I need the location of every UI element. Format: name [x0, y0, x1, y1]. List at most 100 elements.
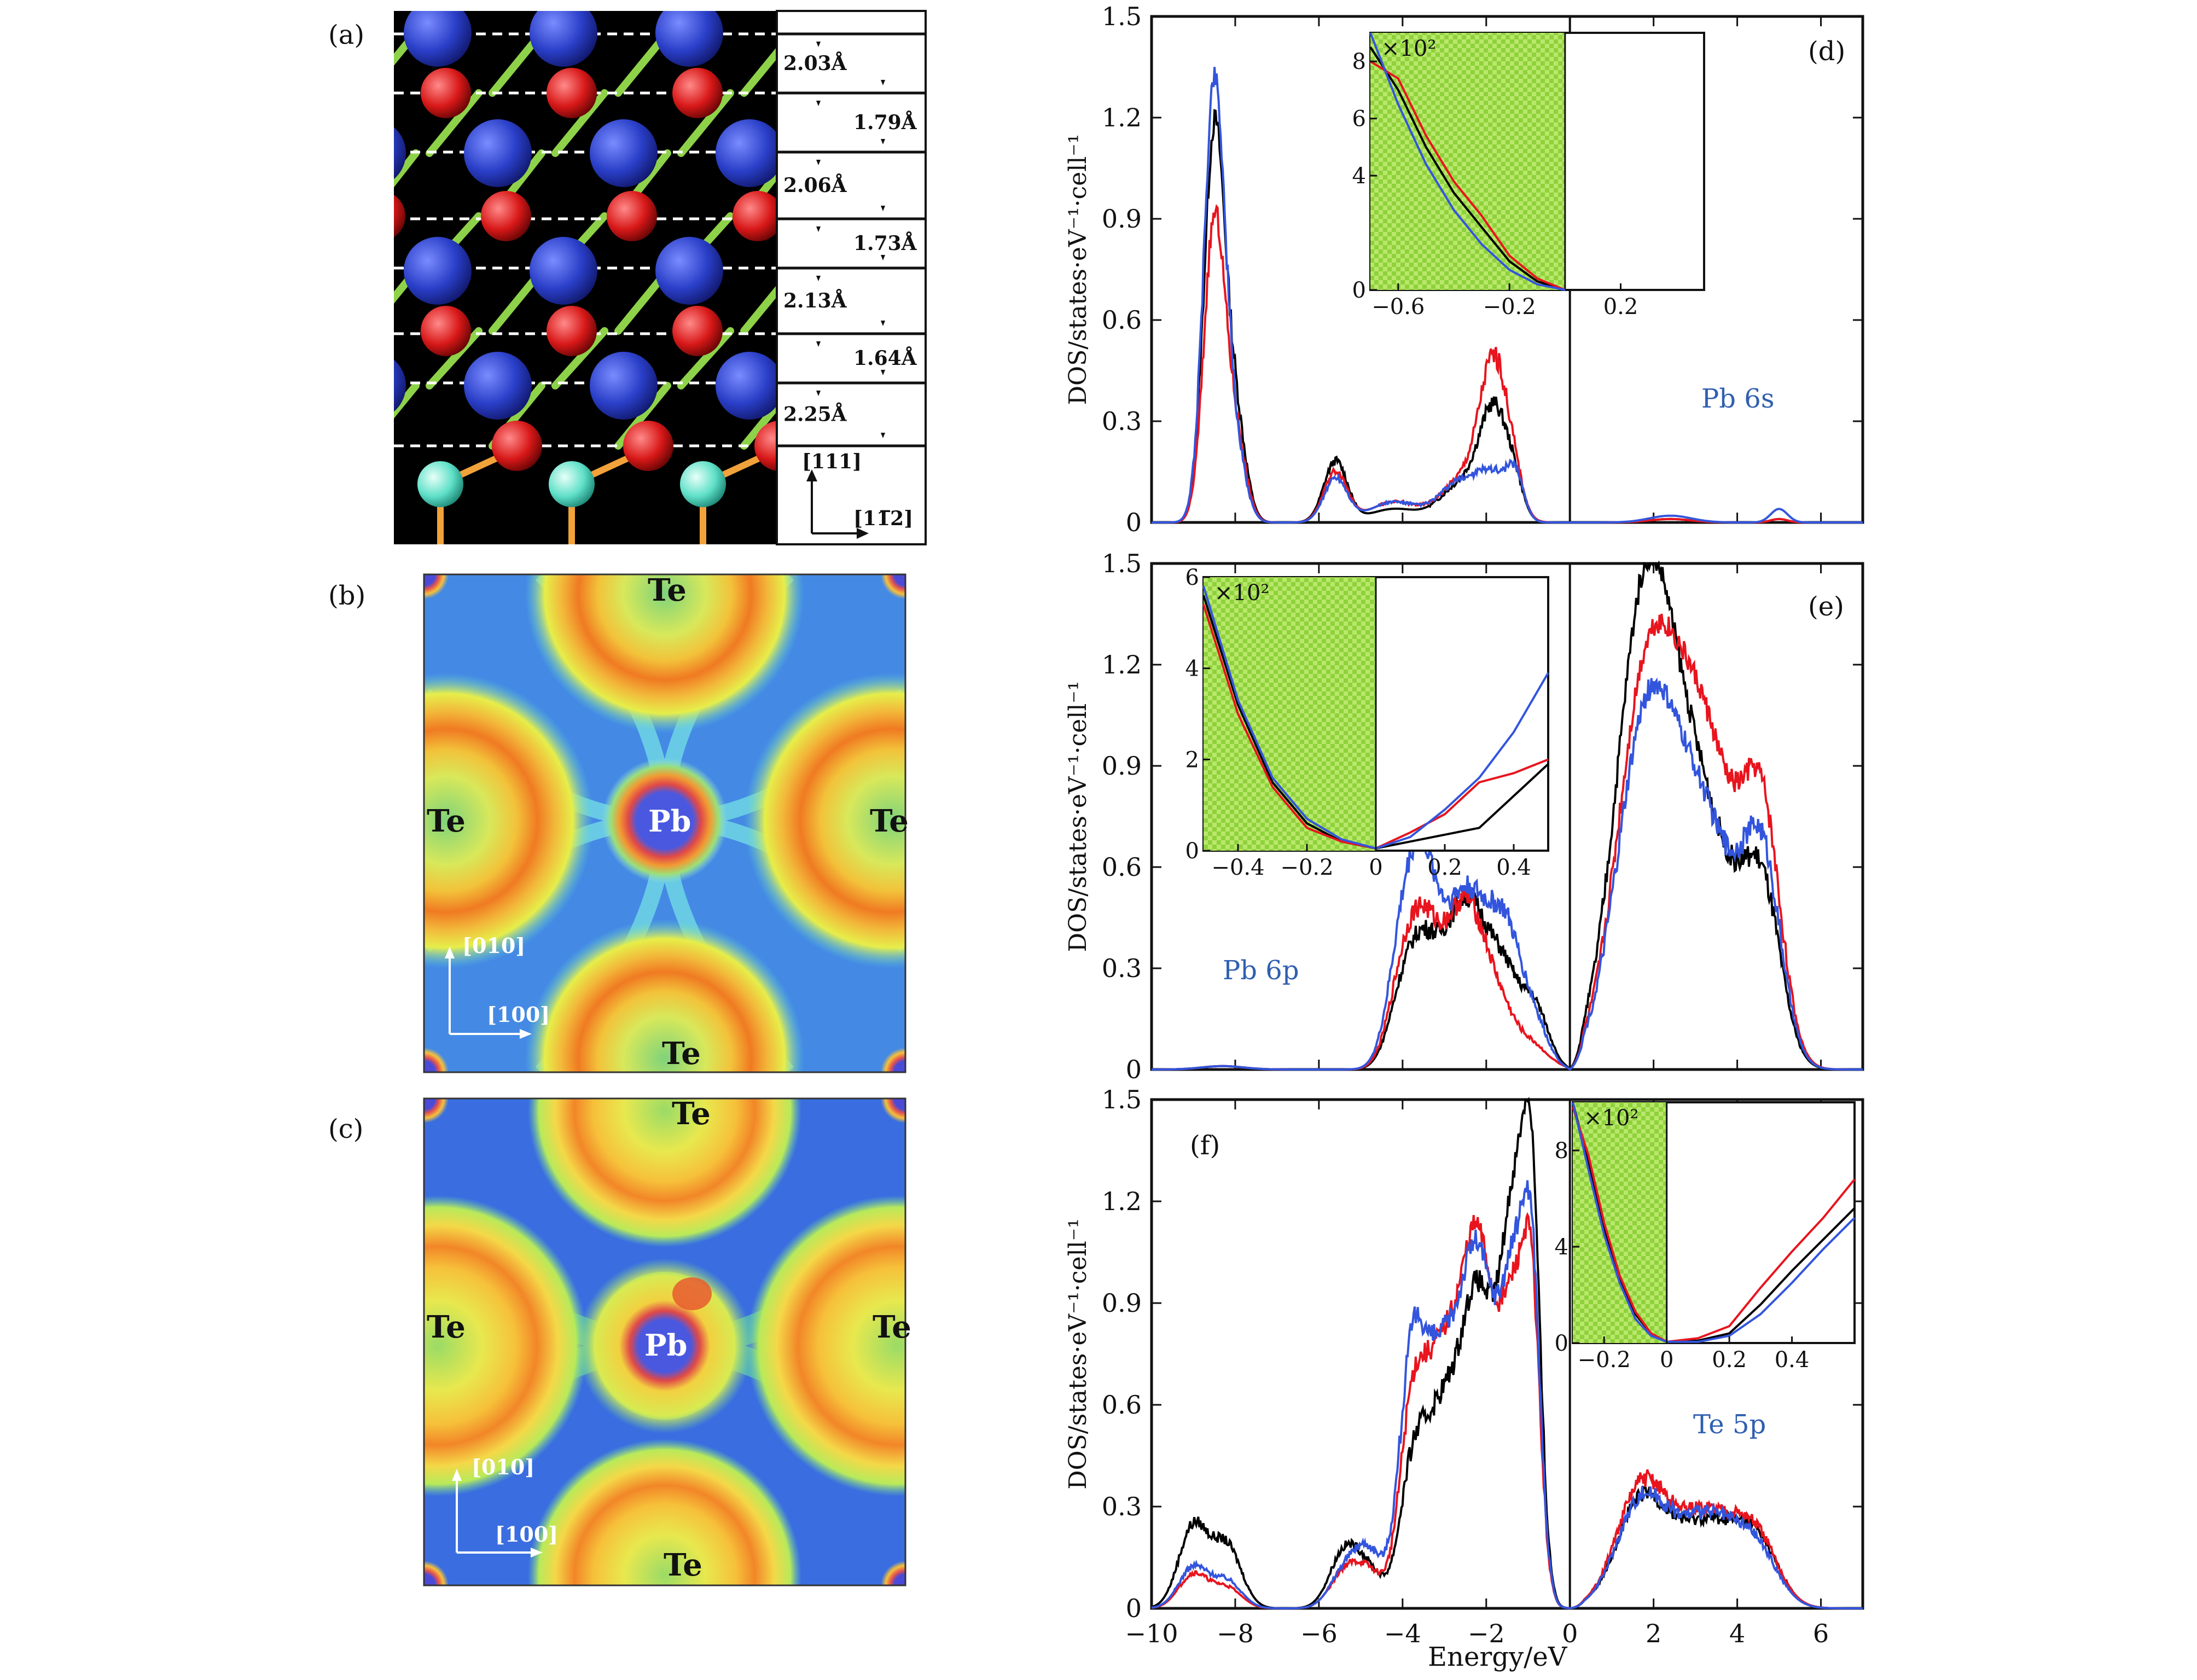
inset-x-tick-label: 0 [1369, 855, 1382, 880]
map-c-te-left: Te [427, 1309, 466, 1345]
pb-atom [623, 421, 673, 471]
pb-atom [481, 191, 531, 241]
inset-y-tick-label: 0 [1185, 839, 1199, 864]
direction-axes-a: [111] [11̅2] [802, 450, 913, 539]
x-axis-title: Energy/eV [1428, 1642, 1568, 1672]
bond [426, 89, 483, 157]
bond [241, 386, 290, 446]
inset-series-line [1369, 32, 1566, 291]
spacing-label: 2.06Å [783, 174, 847, 197]
inset-x-tick-label: 0 [1660, 1347, 1673, 1373]
spacing-arrow [881, 139, 885, 144]
inset-series-line [1369, 46, 1566, 291]
inset-series-line [1369, 60, 1566, 291]
inset-x-tick-label: 0.4 [1496, 855, 1531, 880]
x-tick-label: −6 [1300, 1619, 1338, 1648]
bond [394, 382, 420, 418]
te-atom [404, 237, 472, 305]
charge-density-map-b [424, 574, 905, 1072]
inset-multiplier: ×10² [1214, 580, 1269, 606]
pb-atom [492, 421, 542, 471]
panel-label-b: (b) [328, 580, 365, 611]
y-tick-label: 0.9 [1102, 751, 1142, 781]
spacing-table [776, 10, 927, 545]
spacing-rows: 2.03Å 1.79Å 2.06Å 1.73Å 2.13Å 1.64Å 2.25Å [777, 32, 926, 447]
direction-100-label-b: [100] [487, 1002, 550, 1027]
spacing-arrow [816, 276, 821, 281]
inset-x-tick-label: 0.2 [1427, 855, 1462, 880]
substrate-atom [680, 461, 726, 507]
map-c-te-top: Te [672, 1096, 711, 1132]
orbital-label: Pb 6s [1701, 383, 1774, 414]
inset-y-tick-label: 2 [1185, 747, 1199, 772]
y-axis-title: DOS/states·eV⁻¹·cell⁻¹ [1064, 134, 1092, 405]
dos-series-line [1152, 677, 1863, 1071]
direction-axes-c: [010] [100] [452, 1455, 558, 1557]
inset-y-tick-label: 8 [1352, 49, 1366, 74]
pb-atom [754, 421, 777, 471]
panel-c: (c) Te Te Te Te Pb [328, 1096, 911, 1586]
te-atom [590, 352, 658, 420]
x-tick-label: 4 [1729, 1619, 1745, 1648]
te-atom [590, 119, 658, 187]
x-tick-label: 2 [1646, 1619, 1661, 1648]
pb-atom [421, 306, 471, 356]
y-tick-label: 0.6 [1102, 1390, 1142, 1420]
te-atom [716, 119, 777, 187]
pb-atom [547, 68, 597, 118]
pb-atom [421, 68, 471, 118]
spacing-arrow [816, 101, 821, 106]
orbital-label: Pb 6p [1223, 955, 1299, 986]
inset-x-tick-label: 0.2 [1603, 294, 1638, 319]
inset-y-tick-label: 6 [1185, 565, 1199, 590]
te-atom [394, 359, 406, 412]
dos-panel-d: 0 0.3 0.6 0.9 1.2 1.5 DOS/states·eV⁻¹·cell⁻¹ (d… [1064, 2, 1864, 537]
spacing-label: 2.03Å [783, 52, 847, 75]
inset-y-tick-label: 0 [1352, 278, 1366, 303]
bond [677, 327, 734, 390]
y-axis-title: DOS/states·eV⁻¹·cell⁻¹ [1064, 1218, 1092, 1489]
map-b-pb-center: Pb [648, 804, 691, 839]
spacing-arrow [816, 391, 821, 396]
inset-plot: 0 4 8 −0.2 0 0.2 0.4 ×10² [1555, 1101, 1856, 1373]
inset-multiplier: ×10² [1584, 1106, 1638, 1131]
map-b-te-right: Te [870, 803, 909, 839]
pb-atom [607, 191, 657, 241]
y-tick-label: 0 [1126, 1594, 1142, 1623]
y-tick-label: 0.3 [1102, 954, 1142, 983]
y-tick-label: 0.6 [1102, 305, 1142, 335]
bond [740, 399, 777, 450]
te-atom [530, 237, 597, 305]
bond [551, 89, 608, 157]
inset-x-tick-label: −0.2 [1483, 294, 1536, 319]
y-tick-label: 0.3 [1102, 1492, 1142, 1521]
inset-plot: 0 2 4 6 −0.4 −0.2 0 0.2 0.4 ×10² [1185, 565, 1549, 880]
dos-panels: 0 0.3 0.6 0.9 1.2 1.5 DOS/states·eV⁻¹·cell⁻¹ (d… [1064, 2, 1864, 1648]
spacing-label: 1.73Å [853, 232, 917, 255]
te-atom [394, 127, 406, 179]
spacing-label: 1.64Å [853, 347, 917, 370]
map-c-pb-center: Pb [644, 1328, 687, 1363]
te-atom [716, 352, 777, 420]
spacing-arrow [881, 370, 885, 375]
inset-x-tick-label: −0.6 [1371, 294, 1425, 319]
panel-label: (e) [1808, 591, 1844, 622]
map-b-te-bottom: Te [662, 1036, 701, 1072]
panel-b: (b) Te Te Te Te Pb [328, 572, 909, 1073]
inset-x-tick-label: −0.4 [1211, 855, 1264, 880]
te-atom [655, 11, 723, 67]
direction-100-label-c: [100] [495, 1522, 558, 1547]
y-tick-label: 1.2 [1102, 1187, 1142, 1216]
inset-x-tick-label: −0.2 [1280, 855, 1333, 880]
te-atom [464, 352, 532, 420]
pb-atom [394, 195, 405, 237]
inset-x-tick-label: −0.2 [1578, 1347, 1631, 1373]
spacing-arrow [816, 160, 821, 165]
direction-010-label-c: [010] [472, 1455, 534, 1479]
te-atom [530, 11, 597, 67]
inset-x-tick-label: 0.2 [1712, 1347, 1747, 1373]
dos-series-line [1151, 1180, 1863, 1609]
bond [426, 327, 483, 390]
y-tick-label: 0.6 [1102, 852, 1142, 882]
